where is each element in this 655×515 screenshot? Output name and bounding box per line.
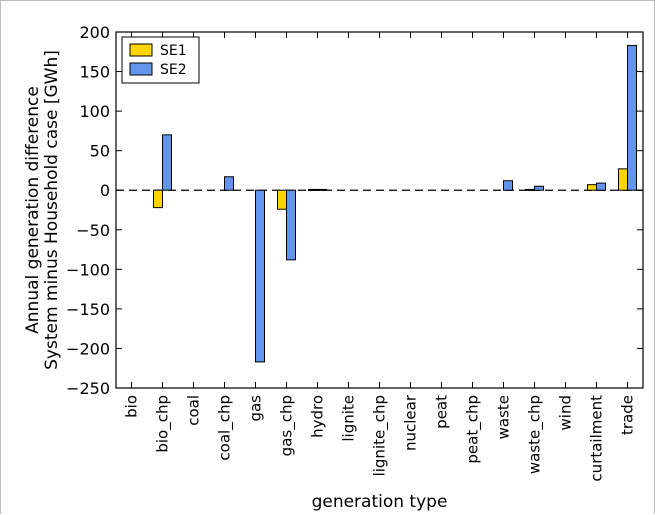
x-axis-label: generation type xyxy=(312,492,448,512)
y-tick-label: 0 xyxy=(100,181,110,200)
y-tick-label: −150 xyxy=(66,300,110,319)
plot-area: −250 −200 −150 −100 −50 0 50 100 150 200 bio bio_ch… xyxy=(66,23,644,482)
bar-SE1-gas_chp xyxy=(277,189,287,210)
y-tick-label: 100 xyxy=(79,102,110,121)
x-tick-label-lignite: lignite xyxy=(340,395,358,442)
x-tick-label-curtailment: curtailment xyxy=(588,395,606,482)
x-tick-label-peat: peat xyxy=(433,395,451,429)
x-tick-label-trade: trade xyxy=(619,395,637,435)
x-tick-label-wind: wind xyxy=(557,395,575,430)
legend-swatch-SE2 xyxy=(129,62,153,76)
y-axis-label-line-2: System minus Household case [GWh] xyxy=(42,50,62,370)
bar-SE1-curtailment xyxy=(587,184,597,191)
bar-SE2-curtailment xyxy=(596,182,606,191)
bar-SE1-hydro xyxy=(308,188,318,191)
y-tick-label: 150 xyxy=(79,63,110,82)
bar-SE2-bio_chp xyxy=(162,134,172,191)
y-axis-label: Annual generation difference System minu… xyxy=(23,50,62,370)
y-tick-label: −250 xyxy=(66,379,110,398)
x-tick-label-lignite_chp: lignite_chp xyxy=(371,395,390,476)
bar-SE1-waste_chp xyxy=(525,188,535,191)
bar-SE2-waste xyxy=(503,180,513,191)
bar-SE1-trade xyxy=(618,168,628,191)
x-tick-label-waste: waste xyxy=(495,395,513,439)
y-tick-label: −50 xyxy=(76,221,110,240)
legend-label-SE1: SE1 xyxy=(160,43,187,59)
y-tick-label: 50 xyxy=(90,142,110,161)
x-tick-label-coal_chp: coal_chp xyxy=(216,395,235,461)
x-tick-label-bio_chp: bio_chp xyxy=(154,395,173,453)
y-tick-label: −200 xyxy=(66,339,110,358)
bar-SE2-trade xyxy=(627,44,637,191)
legend-label-SE2: SE2 xyxy=(160,62,187,78)
x-tick-label-gas_chp: gas_chp xyxy=(278,395,297,456)
bar-SE1-bio_chp xyxy=(153,189,163,209)
axes-frame xyxy=(115,31,644,389)
x-tick-label-gas: gas xyxy=(247,395,265,422)
x-tick-label-coal: coal xyxy=(185,395,203,426)
x-tick-label-hydro: hydro xyxy=(309,395,327,438)
x-tick-label-bio: bio xyxy=(123,395,141,418)
y-tick-label: 200 xyxy=(79,23,110,42)
x-tick-label-waste_chp: waste_chp xyxy=(526,395,545,474)
bar-SE2-gas xyxy=(255,189,265,363)
bar-SE2-coal_chp xyxy=(224,176,234,191)
bar-SE2-hydro xyxy=(317,188,327,191)
x-tick-label-nuclear: nuclear xyxy=(402,394,420,451)
bar-SE2-gas_chp xyxy=(286,189,296,261)
y-axis-label-line-1: Annual generation difference xyxy=(23,86,43,334)
x-tick-label-peat_chp: peat_chp xyxy=(464,395,483,464)
bar-SE2-waste_chp xyxy=(534,185,544,191)
y-tick-label: −100 xyxy=(66,260,110,279)
legend-swatch-SE1 xyxy=(129,43,153,57)
